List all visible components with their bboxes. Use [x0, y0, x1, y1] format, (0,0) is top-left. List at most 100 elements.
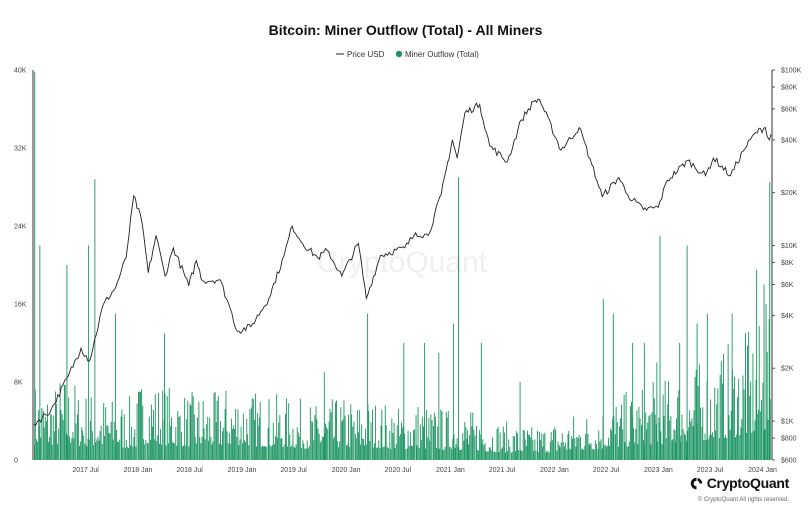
outflow-bar: [500, 448, 502, 460]
outflow-bar: [86, 446, 88, 460]
outflow-bar: [159, 429, 161, 460]
outflow-bar: [421, 416, 423, 460]
outflow-bar: [684, 435, 686, 460]
outflow-spike-bar: [686, 245, 688, 460]
outflow-bar: [131, 426, 133, 460]
outflow-spike-bar: [756, 269, 758, 461]
outflow-bar: [747, 345, 748, 460]
outflow-bar: [413, 430, 414, 460]
outflow-bar: [545, 452, 547, 460]
outflow-bar: [326, 427, 328, 460]
outflow-bar: [132, 446, 134, 460]
outflow-bar: [617, 446, 619, 460]
outflow-bar: [707, 439, 709, 460]
outflow-bar: [728, 415, 730, 460]
outflow-bar: [346, 444, 348, 460]
outflow-bar: [474, 435, 476, 460]
outflow-bar: [289, 434, 291, 460]
outflow-bar: [694, 376, 696, 460]
outflow-bar: [687, 430, 689, 460]
outflow-bar: [394, 448, 396, 460]
outflow-bar: [515, 431, 517, 460]
outflow-bar: [547, 451, 549, 460]
left-tick-label: 24K: [14, 224, 27, 231]
x-tick-label: 2018 Jan: [124, 467, 153, 474]
outflow-bar: [60, 409, 62, 460]
outflow-bar: [354, 433, 356, 460]
outflow-bar: [671, 440, 673, 460]
outflow-bar: [626, 446, 628, 460]
outflow-bar: [406, 448, 408, 460]
outflow-bar: [69, 436, 70, 460]
outflow-bar: [508, 439, 510, 460]
outflow-bar: [312, 422, 314, 460]
outflow-bar: [723, 353, 725, 460]
outflow-bar: [591, 449, 593, 460]
outflow-bar: [205, 424, 207, 460]
outflow-spike-bar: [632, 343, 634, 460]
outflow-bar: [546, 450, 548, 460]
outflow-spike-bar: [656, 362, 658, 460]
outflow-bar: [550, 431, 552, 460]
outflow-bar: [229, 443, 231, 460]
outflow-bar: [64, 385, 66, 460]
outflow-bar: [154, 394, 156, 460]
outflow-bar: [555, 430, 557, 460]
outflow-bar: [268, 399, 270, 460]
outflow-bar: [411, 445, 412, 460]
outflow-bar: [748, 332, 750, 460]
outflow-bar: [116, 429, 117, 460]
outflow-bar: [270, 446, 272, 460]
outflow-bar: [317, 428, 319, 460]
outflow-bar: [639, 418, 641, 460]
outflow-bar: [610, 428, 612, 460]
outflow-spike-bar: [765, 304, 767, 460]
outflow-bar: [161, 444, 163, 460]
outflow-bar: [175, 427, 177, 460]
outflow-bar: [271, 445, 273, 460]
outflow-bar: [489, 447, 491, 460]
outflow-bar: [653, 398, 655, 460]
outflow-bar: [135, 446, 137, 460]
outflow-bar: [238, 445, 240, 460]
outflow-spike-bar: [403, 343, 405, 460]
legend: Price USD Miner Outflow (Total): [336, 50, 479, 59]
outflow-spike-bar: [612, 313, 614, 460]
outflow-bar: [455, 444, 457, 460]
outflow-bar: [758, 325, 760, 460]
outflow-bar: [181, 446, 183, 460]
outflow-bar: [469, 435, 471, 460]
outflow-bar: [432, 425, 434, 460]
outflow-bar: [91, 431, 93, 460]
right-tick-label: $60K: [781, 106, 798, 113]
outflow-bar: [733, 376, 735, 460]
outflow-bar: [726, 437, 728, 460]
outflow-bar: [353, 421, 355, 460]
outflow-bar: [486, 451, 488, 460]
outflow-bar: [82, 430, 84, 460]
outflow-bar: [698, 364, 700, 460]
outflow-bar: [464, 422, 466, 460]
outflow-bar: [112, 439, 114, 460]
outflow-bar: [320, 440, 322, 460]
outflow-bar: [558, 445, 560, 460]
outflow-bar: [96, 439, 98, 460]
outflow-bar: [187, 400, 189, 460]
outflow-bar: [285, 398, 287, 460]
outflow-bar: [121, 409, 123, 460]
outflow-bar: [580, 449, 582, 460]
outflow-bar: [90, 397, 92, 460]
x-tick-label: 2021 Jul: [489, 467, 516, 474]
outflow-bar: [598, 430, 600, 460]
outflow-bar: [755, 379, 757, 460]
outflow-bar: [409, 432, 411, 460]
outflow-bar: [79, 445, 80, 460]
watermark: CryptoQuant: [317, 246, 488, 279]
outflow-bar: [761, 399, 762, 460]
outflow-spike-bar: [34, 71, 36, 460]
outflow-bar: [212, 441, 214, 460]
outflow-bar: [41, 407, 43, 460]
outflow-bar: [98, 440, 100, 460]
outflow-bar: [533, 451, 535, 460]
